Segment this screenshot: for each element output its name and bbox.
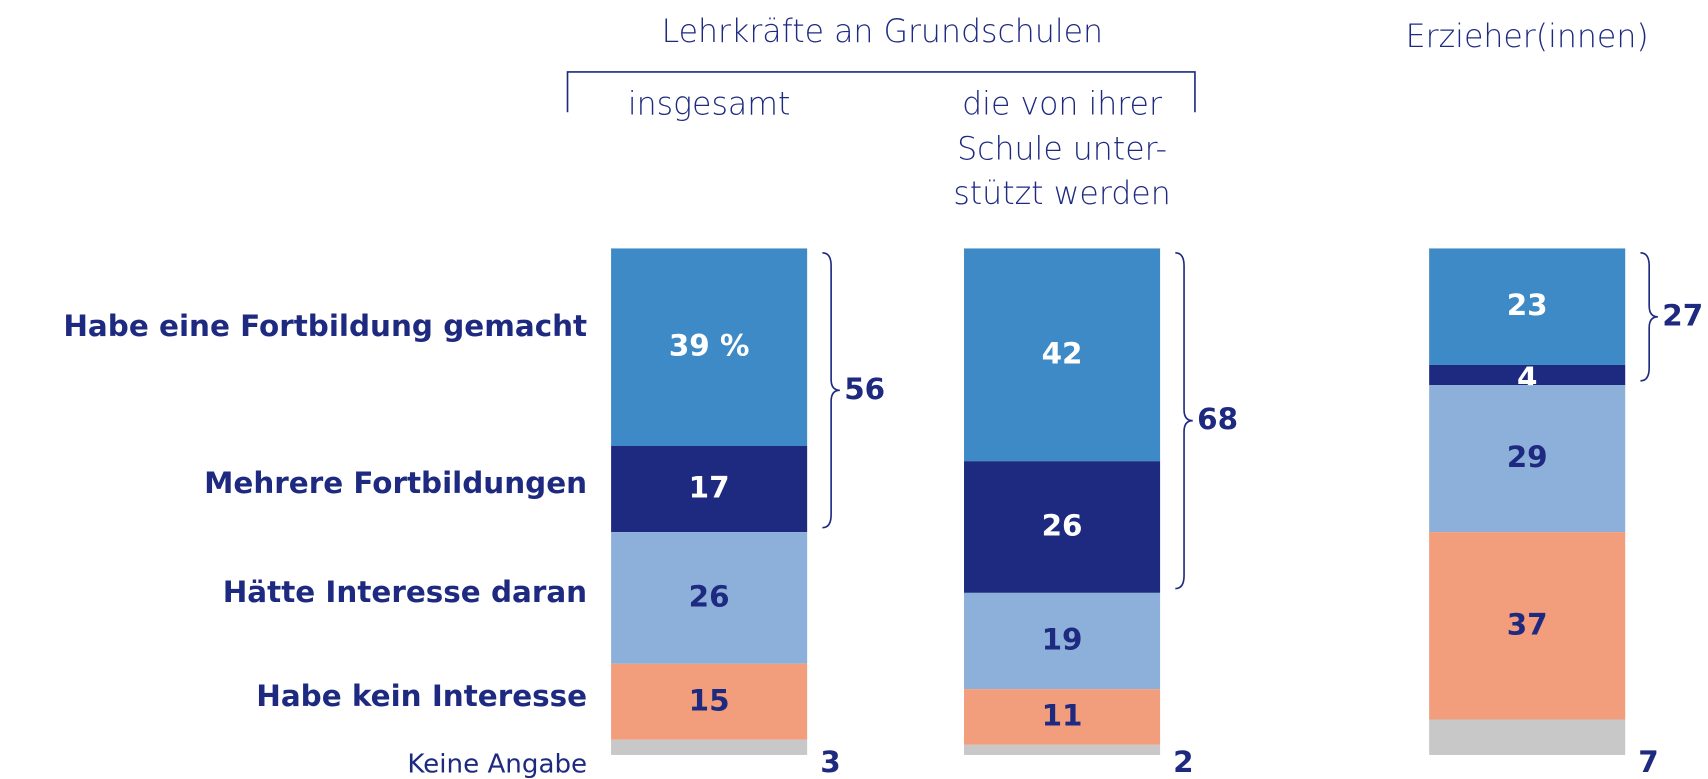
legend-label: Habe eine Fortbildung gemacht [63, 309, 587, 343]
value-label: 29 [1507, 440, 1548, 474]
bar-segment [964, 248, 1161, 462]
value-label: 19 [1042, 622, 1083, 656]
value-label: 11 [1042, 698, 1083, 732]
brace [1175, 251, 1193, 590]
bar-segment [611, 248, 808, 446]
bar-segment [611, 532, 808, 664]
bar-segment [611, 663, 808, 740]
value-label: 26 [689, 579, 730, 613]
legend-label: Mehrere Fortbildungen [204, 466, 587, 500]
category-label: die von ihrer [962, 87, 1162, 123]
category-label: Schule unter- [957, 131, 1167, 167]
value-label: 15 [689, 683, 730, 717]
value-label: 26 [1042, 509, 1083, 543]
brace-total: 56 [844, 372, 885, 406]
category-label: stützt werden [953, 176, 1170, 212]
category-label: Erzieher(innen) [1406, 19, 1649, 55]
legend-label: Habe kein Interesse [256, 679, 587, 713]
bar-segment [611, 739, 808, 755]
bar-segment [611, 445, 808, 533]
value-label: 39 % [669, 329, 750, 363]
brace [822, 251, 840, 529]
bar-segment [1429, 248, 1626, 365]
brace-total: 68 [1197, 402, 1238, 436]
value-label: 7 [1638, 745, 1658, 779]
value-label: 3 [820, 745, 840, 779]
bar-segment [964, 744, 1161, 755]
bar-segment [964, 689, 1161, 745]
bar-segment [1429, 385, 1626, 533]
value-label: 2 [1173, 745, 1193, 779]
group-bracket [566, 71, 1196, 113]
bar-segment [964, 461, 1161, 593]
legend-label: Keine Angabe [407, 749, 587, 779]
brace-total: 27 [1662, 298, 1703, 332]
category-label: insgesamt [628, 87, 791, 123]
brace [1640, 251, 1658, 382]
bar-segment [964, 592, 1161, 690]
value-label: 37 [1507, 607, 1548, 641]
value-label: 17 [689, 471, 730, 505]
value-label: 23 [1507, 288, 1548, 322]
bar-segment [1429, 719, 1626, 755]
bar-segment [1429, 364, 1626, 386]
value-label: 42 [1042, 336, 1083, 370]
legend-label: Hätte Interesse daran [223, 575, 587, 609]
bar-segment [1429, 532, 1626, 720]
group-label: Lehrkräfte an Grundschulen [662, 14, 1103, 50]
